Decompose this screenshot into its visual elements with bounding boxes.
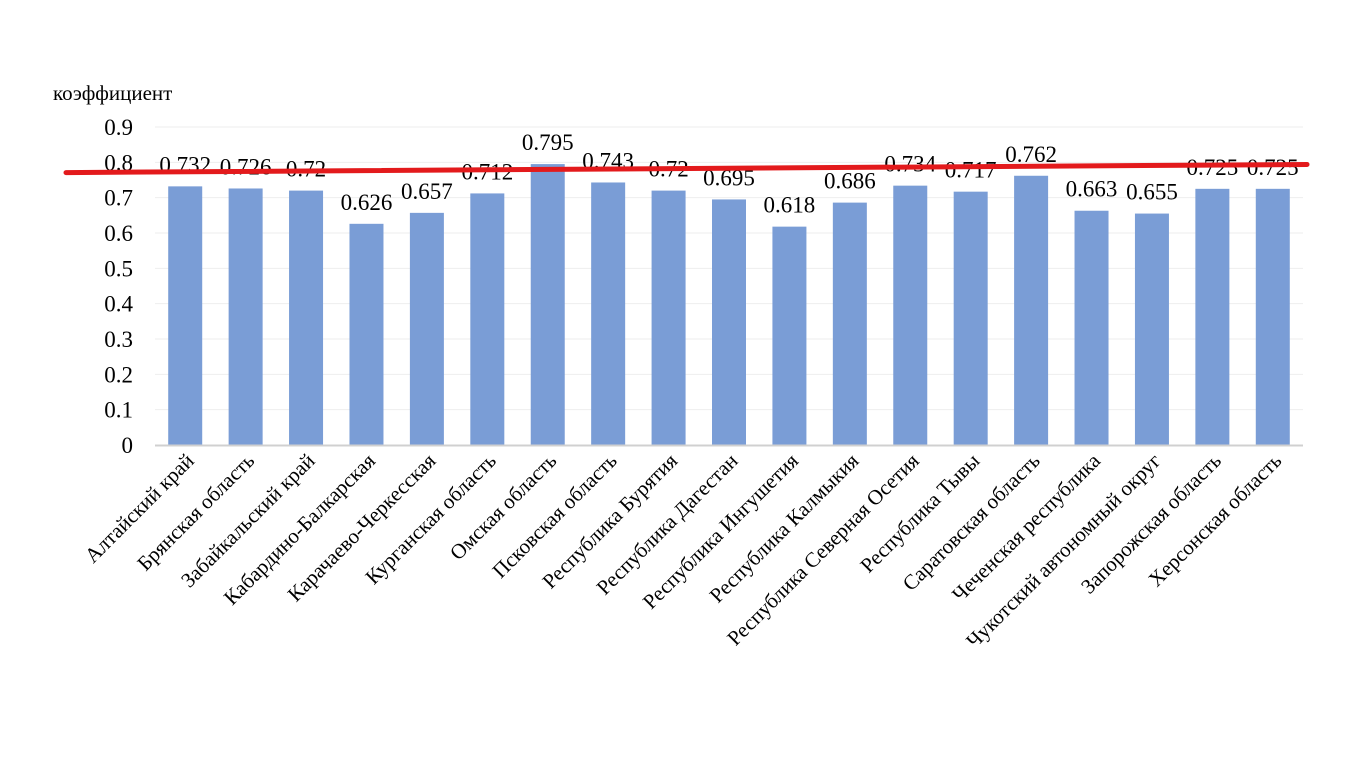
bar-series (168, 164, 1290, 446)
y-tick-label: 0 (122, 433, 134, 458)
bar (772, 226, 807, 445)
data-label: 0.626 (341, 190, 393, 215)
y-axis-ticks: 00.10.20.30.40.50.60.70.80.9 (104, 115, 133, 458)
y-tick-label: 0.2 (104, 362, 133, 387)
bar (953, 191, 988, 445)
bar (1074, 210, 1109, 445)
bar (1195, 188, 1230, 446)
data-label: 0.686 (824, 169, 876, 194)
y-tick-label: 0.5 (104, 256, 133, 281)
data-label: 0.734 (884, 152, 936, 177)
bar (651, 190, 686, 445)
data-label: 0.717 (945, 158, 997, 183)
data-label: 0.726 (220, 154, 272, 179)
bar (591, 182, 626, 445)
bar (470, 193, 505, 445)
y-tick-label: 0.9 (104, 115, 133, 140)
x-tick-label: Алтайский край (80, 449, 199, 568)
data-labels: 0.7320.7260.720.6260.6570.7120.7950.7430… (159, 130, 1298, 218)
y-tick-label: 0.3 (104, 327, 133, 352)
data-label: 0.762 (1005, 142, 1057, 167)
bar (168, 186, 203, 446)
bar (1255, 188, 1290, 446)
data-label: 0.795 (522, 130, 574, 155)
x-tick-label: Омская область (445, 449, 561, 565)
data-label: 0.663 (1066, 177, 1118, 202)
data-label: 0.618 (764, 193, 816, 218)
y-tick-label: 0.1 (104, 398, 133, 423)
bar (1134, 213, 1169, 445)
data-label: 0.655 (1126, 180, 1178, 205)
y-tick-label: 0.6 (104, 221, 133, 246)
bar (228, 188, 263, 446)
bar (1014, 175, 1049, 445)
bar (409, 212, 444, 445)
data-label: 0.725 (1247, 155, 1299, 180)
reference-line (63, 161, 1310, 176)
y-axis-label: коэффициент (53, 81, 172, 105)
bar (832, 202, 867, 445)
bar (530, 164, 565, 445)
bar (712, 199, 746, 445)
y-tick-label: 0.7 (104, 186, 133, 211)
bar (289, 190, 324, 445)
bar (349, 223, 384, 445)
y-tick-label: 0.4 (104, 292, 133, 317)
bar (893, 185, 928, 446)
data-label: 0.657 (401, 179, 453, 204)
